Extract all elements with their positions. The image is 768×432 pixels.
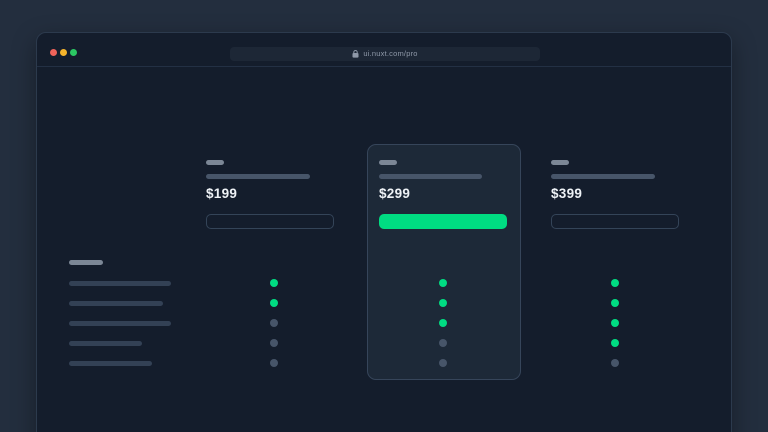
feature-excluded-dot <box>611 359 619 367</box>
tier-description-placeholder <box>206 174 310 179</box>
feature-included-dot <box>611 279 619 287</box>
close-window-button[interactable] <box>50 49 57 56</box>
feature-excluded-dot <box>270 359 278 367</box>
feature-label-placeholder <box>69 301 163 306</box>
tier-name-placeholder <box>206 160 224 165</box>
feature-included-dot <box>611 319 619 327</box>
feature-label-placeholder <box>69 341 142 346</box>
select-tier-button[interactable] <box>206 214 334 229</box>
tier-description-placeholder <box>379 174 482 179</box>
feature-excluded-dot <box>439 339 447 347</box>
tier-feature-dots <box>439 279 447 367</box>
select-tier-button-primary[interactable] <box>379 214 507 229</box>
tier-feature-dots <box>611 279 619 367</box>
select-tier-button[interactable] <box>551 214 679 229</box>
feature-included-dot <box>439 299 447 307</box>
tier-name-placeholder <box>551 160 569 165</box>
tier-price: $199 <box>206 186 238 201</box>
browser-window: ui.nuxt.com/pro $199 $299 $399 <box>36 32 732 432</box>
minimize-window-button[interactable] <box>60 49 67 56</box>
tier-name-placeholder <box>379 160 397 165</box>
address-bar[interactable]: ui.nuxt.com/pro <box>230 47 540 61</box>
feature-included-dot <box>270 299 278 307</box>
feature-included-dot <box>439 319 447 327</box>
feature-label-placeholder <box>69 361 152 366</box>
tier-price: $299 <box>379 186 411 201</box>
tier-price: $399 <box>551 186 583 201</box>
tier-feature-dots <box>270 279 278 367</box>
browser-toolbar: ui.nuxt.com/pro <box>37 33 731 67</box>
feature-label-placeholder <box>69 321 171 326</box>
feature-excluded-dot <box>270 339 278 347</box>
feature-included-dot <box>611 299 619 307</box>
tier-description-placeholder <box>551 174 655 179</box>
traffic-lights <box>50 49 77 56</box>
feature-excluded-dot <box>439 359 447 367</box>
feature-included-dot <box>439 279 447 287</box>
feature-included-dot <box>270 279 278 287</box>
zoom-window-button[interactable] <box>70 49 77 56</box>
features-section-title-placeholder <box>69 260 103 265</box>
feature-label-placeholder <box>69 281 171 286</box>
url-text: ui.nuxt.com/pro <box>363 49 418 58</box>
feature-included-dot <box>611 339 619 347</box>
feature-excluded-dot <box>270 319 278 327</box>
lock-icon <box>352 50 359 58</box>
